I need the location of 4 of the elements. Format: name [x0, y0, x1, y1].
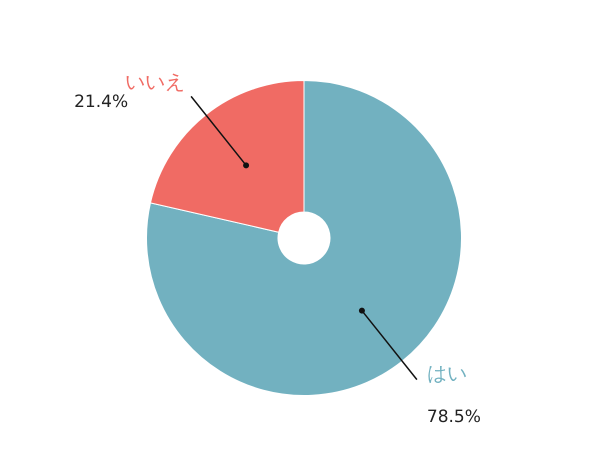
- data-label: 21.4%: [74, 92, 128, 112]
- data-label: 78.5%: [426, 407, 481, 428]
- slice-label: いいえ: [125, 70, 186, 94]
- slice-label: はい: [426, 360, 467, 385]
